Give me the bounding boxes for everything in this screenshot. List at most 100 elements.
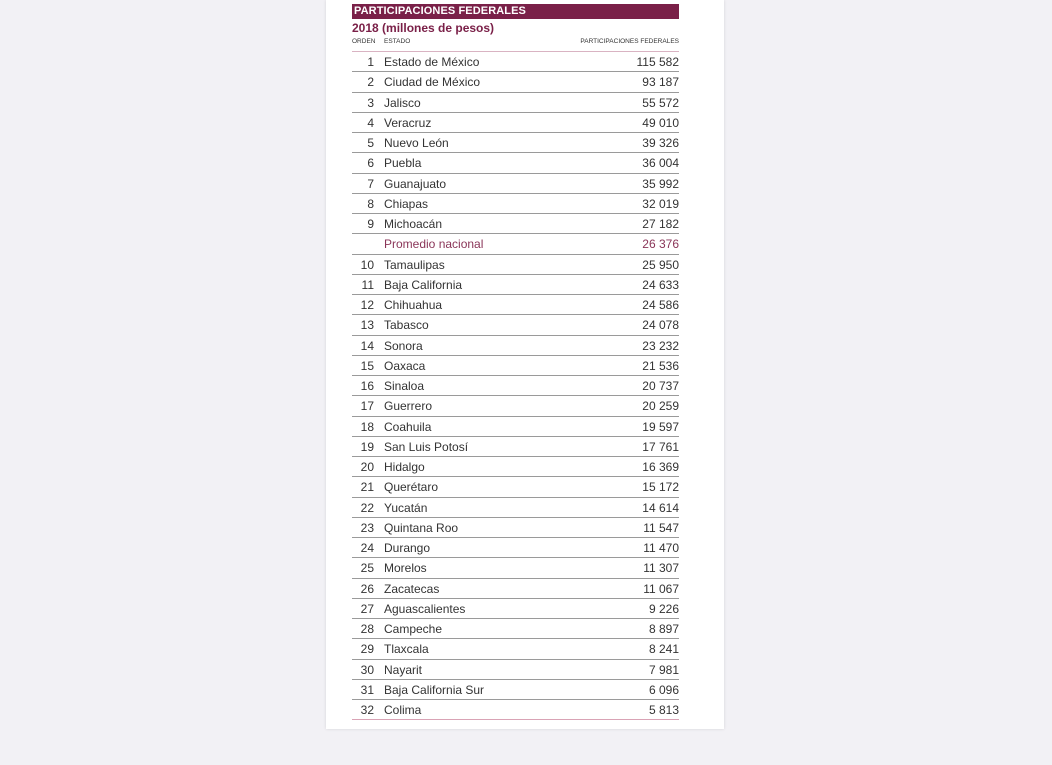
value-cell: 9 226 bbox=[648, 601, 679, 616]
rank-cell: 19 bbox=[360, 439, 374, 454]
state-cell: Querétaro bbox=[384, 480, 439, 495]
state-cell: Promedio nacional bbox=[384, 237, 484, 252]
table-row: 24 Durango 11 470 bbox=[352, 538, 679, 559]
state-cell: Sinaloa bbox=[384, 379, 425, 393]
table-row: 2 Ciudad de México 93 187 bbox=[352, 72, 679, 93]
value-cell: 7 981 bbox=[648, 662, 679, 677]
state-cell: Morelos bbox=[384, 561, 427, 576]
value-cell: 24 078 bbox=[642, 318, 679, 333]
state-cell: Sonora bbox=[384, 338, 423, 353]
value-cell: 115 582 bbox=[636, 55, 680, 69]
rank-cell: 6 bbox=[367, 156, 374, 171]
table-row: 4 Veracruz 49 010 bbox=[352, 113, 679, 133]
rank-cell: 15 bbox=[360, 358, 374, 373]
value-cell: 25 950 bbox=[642, 257, 679, 272]
value-cell: 35 992 bbox=[642, 176, 679, 191]
value-cell: 23 232 bbox=[642, 338, 679, 353]
value-cell: 32 019 bbox=[642, 196, 679, 211]
table-row: 32 Colima 5 813 bbox=[352, 700, 679, 721]
rank-cell: 16 bbox=[360, 379, 374, 393]
rank-cell: 30 bbox=[360, 662, 374, 677]
table-row: 31 Baja California Sur 6 096 bbox=[352, 680, 679, 700]
rank-cell: 32 bbox=[360, 703, 374, 717]
state-cell: Zacatecas bbox=[384, 581, 440, 596]
rank-cell: 26 bbox=[360, 581, 374, 596]
state-cell: Ciudad de México bbox=[384, 75, 481, 90]
state-cell: Baja California bbox=[384, 277, 463, 292]
state-cell: Aguascalientes bbox=[384, 601, 466, 616]
table-row: 23 Quintana Roo 11 547 bbox=[352, 518, 679, 538]
table-subtitle: 2018 (millones de pesos) bbox=[352, 21, 495, 35]
state-cell: Chiapas bbox=[384, 196, 429, 211]
rank-cell: 17 bbox=[360, 399, 374, 414]
table-row: 25 Morelos 11 307 bbox=[352, 558, 679, 579]
value-cell: 39 326 bbox=[642, 136, 679, 150]
rank-cell: 7 bbox=[367, 176, 374, 191]
table-row: 22 Yucatán 14 614 bbox=[352, 498, 679, 518]
value-cell: 24 586 bbox=[642, 298, 679, 312]
rank-cell: 27 bbox=[360, 601, 374, 616]
value-cell: 6 096 bbox=[648, 682, 679, 697]
table-row: 29 Tlaxcala 8 241 bbox=[352, 639, 679, 660]
state-cell: Yucatán bbox=[384, 500, 428, 515]
value-cell: 55 572 bbox=[642, 95, 679, 110]
state-cell: Veracruz bbox=[384, 115, 432, 130]
state-cell: Chihuahua bbox=[384, 298, 443, 312]
table-row: 21 Querétaro 15 172 bbox=[352, 477, 679, 498]
rank-cell: 1 bbox=[367, 55, 374, 69]
table-row: 26 Zacatecas 11 067 bbox=[352, 579, 679, 599]
state-cell: Oaxaca bbox=[384, 358, 426, 373]
rank-cell: 9 bbox=[367, 217, 374, 231]
table-row: 7 Guanajuato 35 992 bbox=[352, 174, 679, 194]
table-row: 30 Nayarit 7 981 bbox=[352, 660, 679, 680]
rank-cell: 2 bbox=[367, 75, 374, 90]
rank-cell: 14 bbox=[360, 338, 374, 353]
table-row: 1 Estado de México 115 582 bbox=[352, 52, 680, 73]
state-cell: Durango bbox=[384, 541, 431, 555]
rank-cell: 12 bbox=[360, 298, 374, 312]
table-row: 10 Tamaulipas 25 950 bbox=[352, 255, 679, 275]
table-row: 6 Puebla 36 004 bbox=[352, 153, 679, 174]
value-cell: 93 187 bbox=[642, 75, 679, 90]
value-cell: 11 470 bbox=[643, 541, 679, 555]
value-cell: 16 369 bbox=[642, 460, 679, 474]
state-cell: Nuevo León bbox=[384, 136, 449, 150]
value-cell: 21 536 bbox=[642, 358, 679, 373]
rank-cell: 24 bbox=[360, 541, 374, 555]
state-cell: Michoacán bbox=[384, 217, 443, 231]
state-cell: Coahuila bbox=[384, 419, 432, 434]
table-row: 18 Coahuila 19 597 bbox=[352, 417, 679, 437]
rank-cell: 23 bbox=[360, 520, 374, 535]
value-cell: 15 172 bbox=[642, 480, 679, 495]
table-row: 27 Aguascalientes 9 226 bbox=[352, 599, 679, 619]
state-cell: Tabasco bbox=[384, 318, 429, 333]
state-cell: Nayarit bbox=[384, 662, 423, 677]
rank-cell: 29 bbox=[360, 642, 374, 657]
state-cell: Tlaxcala bbox=[384, 642, 429, 657]
value-cell: 11 067 bbox=[643, 581, 679, 596]
table-row: 19 San Luis Potosí 17 761 bbox=[352, 437, 679, 457]
rank-cell: 22 bbox=[360, 500, 374, 515]
value-cell: 11 547 bbox=[643, 520, 679, 535]
rank-cell: 20 bbox=[360, 460, 374, 474]
table-row: 16 Sinaloa 20 737 bbox=[352, 376, 679, 397]
table-row: 3 Jalisco 55 572 bbox=[352, 93, 679, 113]
value-cell: 20 259 bbox=[642, 399, 679, 414]
rank-cell: 4 bbox=[367, 115, 374, 130]
rank-cell: 13 bbox=[360, 318, 374, 333]
value-cell: 19 597 bbox=[642, 419, 679, 434]
table-body: 1 Estado de México 115 582 2 Ciudad de Méxic… bbox=[352, 52, 680, 721]
value-cell: 11 307 bbox=[643, 561, 679, 576]
value-cell: 14 614 bbox=[642, 500, 679, 515]
value-cell: 8 241 bbox=[648, 642, 679, 657]
state-cell: Colima bbox=[384, 703, 422, 717]
state-cell: Puebla bbox=[384, 156, 422, 171]
table-row: 12 Chihuahua 24 586 bbox=[352, 295, 679, 316]
value-cell: 27 182 bbox=[642, 217, 679, 231]
rank-cell: 31 bbox=[360, 682, 374, 697]
state-cell: Hidalgo bbox=[384, 460, 425, 474]
column-header-participaciones: PARTICIPACIONES FEDERALES bbox=[580, 38, 679, 45]
value-cell: 8 897 bbox=[648, 622, 679, 636]
rank-cell: 8 bbox=[367, 196, 374, 211]
value-cell: 24 633 bbox=[642, 277, 679, 292]
